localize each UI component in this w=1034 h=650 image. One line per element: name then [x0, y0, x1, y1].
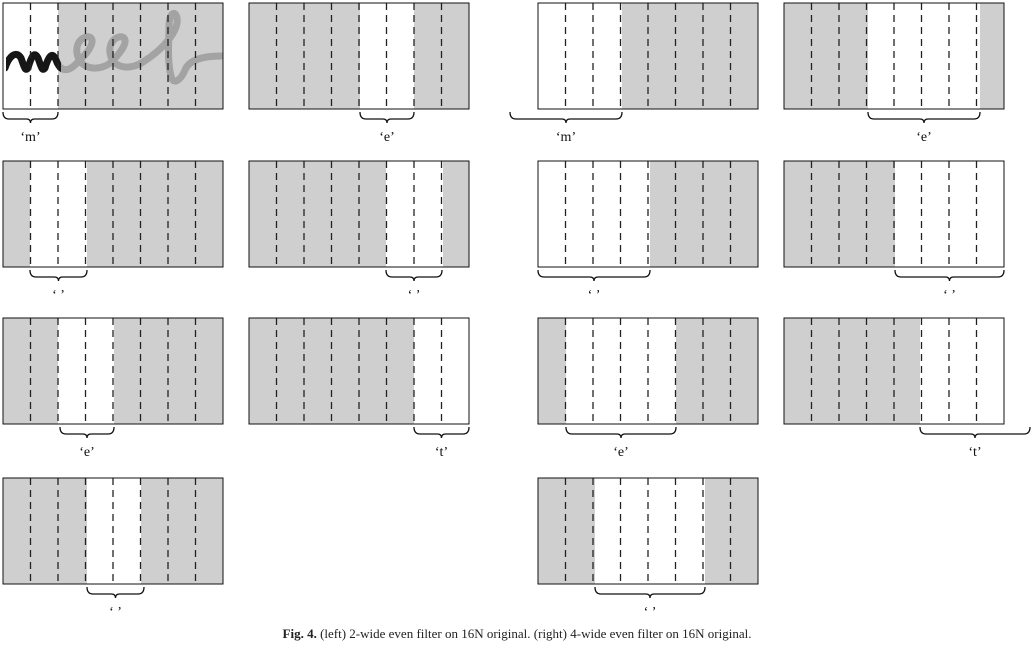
- panel-label: ‘t’: [435, 445, 448, 460]
- panel-border: [537, 160, 759, 268]
- panel-border: [2, 477, 224, 585]
- brace: [385, 269, 443, 282]
- brace: [565, 426, 677, 439]
- left-panel-4: ‘ ’: [2, 477, 224, 615]
- panel-border: [2, 160, 224, 268]
- panel-border: [783, 317, 1005, 425]
- brace: [537, 269, 651, 282]
- brace: [59, 426, 115, 439]
- caption-text: (left) 2-wide even filter on 16N origina…: [320, 626, 752, 641]
- panel-border: [2, 317, 224, 425]
- panel-border: [248, 160, 470, 268]
- panel-label: ‘ ’: [943, 288, 956, 303]
- filter-window: [595, 478, 705, 584]
- panel-label: ‘ ’: [109, 605, 122, 615]
- panel-label: ‘e’: [916, 130, 932, 145]
- right-panel-2: ‘ ’: [537, 160, 759, 303]
- filter-window: [868, 3, 980, 109]
- figure-svg: ‘m’ ‘ ’ ‘e’ ‘ ’ ‘e’ ‘ ’ ‘t’ ‘m’ ‘ ’ ‘e’ ‘ ’ ‘e’ ‘ ’ ‘…: [2, 2, 1031, 615]
- right-panel-6: ‘ ’: [783, 160, 1005, 303]
- panel-border: [783, 2, 1005, 110]
- right-panel-1: ‘m’: [509, 2, 759, 145]
- brace: [413, 426, 470, 439]
- panel-label: ‘e’: [379, 130, 395, 145]
- panel-border: [783, 160, 1005, 268]
- filter-window: [538, 161, 650, 267]
- right-panel-7: ‘t’: [783, 317, 1031, 460]
- figure: ‘m’ ‘ ’ ‘e’ ‘ ’ ‘e’ ‘ ’ ‘t’ ‘m’ ‘ ’ ‘e’ ‘ ’ ‘e’ ‘ ’ ‘…: [2, 2, 1031, 615]
- panel-border: [537, 317, 759, 425]
- panel-label: ‘ ’: [588, 288, 601, 303]
- filter-window: [538, 3, 622, 109]
- panel-border: [248, 2, 470, 110]
- panel-label: ‘m’: [556, 130, 576, 145]
- panel-border: [248, 317, 470, 425]
- brace: [2, 111, 59, 124]
- filter-window: [87, 478, 141, 584]
- left-panel-6: ‘ ’: [248, 160, 470, 303]
- panel-label: ‘ ’: [408, 288, 421, 303]
- panel-border: [2, 2, 224, 110]
- left-panel-1: ‘m’: [2, 2, 224, 145]
- right-panel-4: ‘ ’: [537, 477, 759, 615]
- panel-label: ‘t’: [968, 445, 981, 460]
- brace: [867, 111, 981, 124]
- panel-border: [537, 477, 759, 585]
- left-panel-3: ‘e’: [2, 317, 224, 460]
- brace: [359, 111, 415, 124]
- brace: [86, 586, 145, 599]
- caption-label: Fig. 4.: [282, 626, 317, 641]
- brace: [919, 426, 1031, 439]
- panel-border: [537, 2, 759, 110]
- panel-label: ‘e’: [79, 445, 95, 460]
- brace: [29, 269, 88, 282]
- brace: [509, 111, 623, 124]
- brace: [894, 269, 1005, 282]
- panel-label: ‘m’: [20, 130, 40, 145]
- panel-label: ‘ ’: [644, 605, 657, 615]
- panel-label: ‘e’: [613, 445, 629, 460]
- left-panel-7: ‘t’: [248, 317, 470, 460]
- brace: [594, 586, 706, 599]
- right-panel-3: ‘e’: [537, 317, 759, 460]
- panel-label: ‘ ’: [52, 288, 65, 303]
- filter-window: [920, 318, 1004, 424]
- left-panel-5: ‘e’: [248, 2, 470, 145]
- figure-caption: Fig. 4. (left) 2-wide even filter on 16N…: [0, 626, 1034, 642]
- left-panel-2: ‘ ’: [2, 160, 224, 303]
- right-panel-5: ‘e’: [783, 2, 1005, 145]
